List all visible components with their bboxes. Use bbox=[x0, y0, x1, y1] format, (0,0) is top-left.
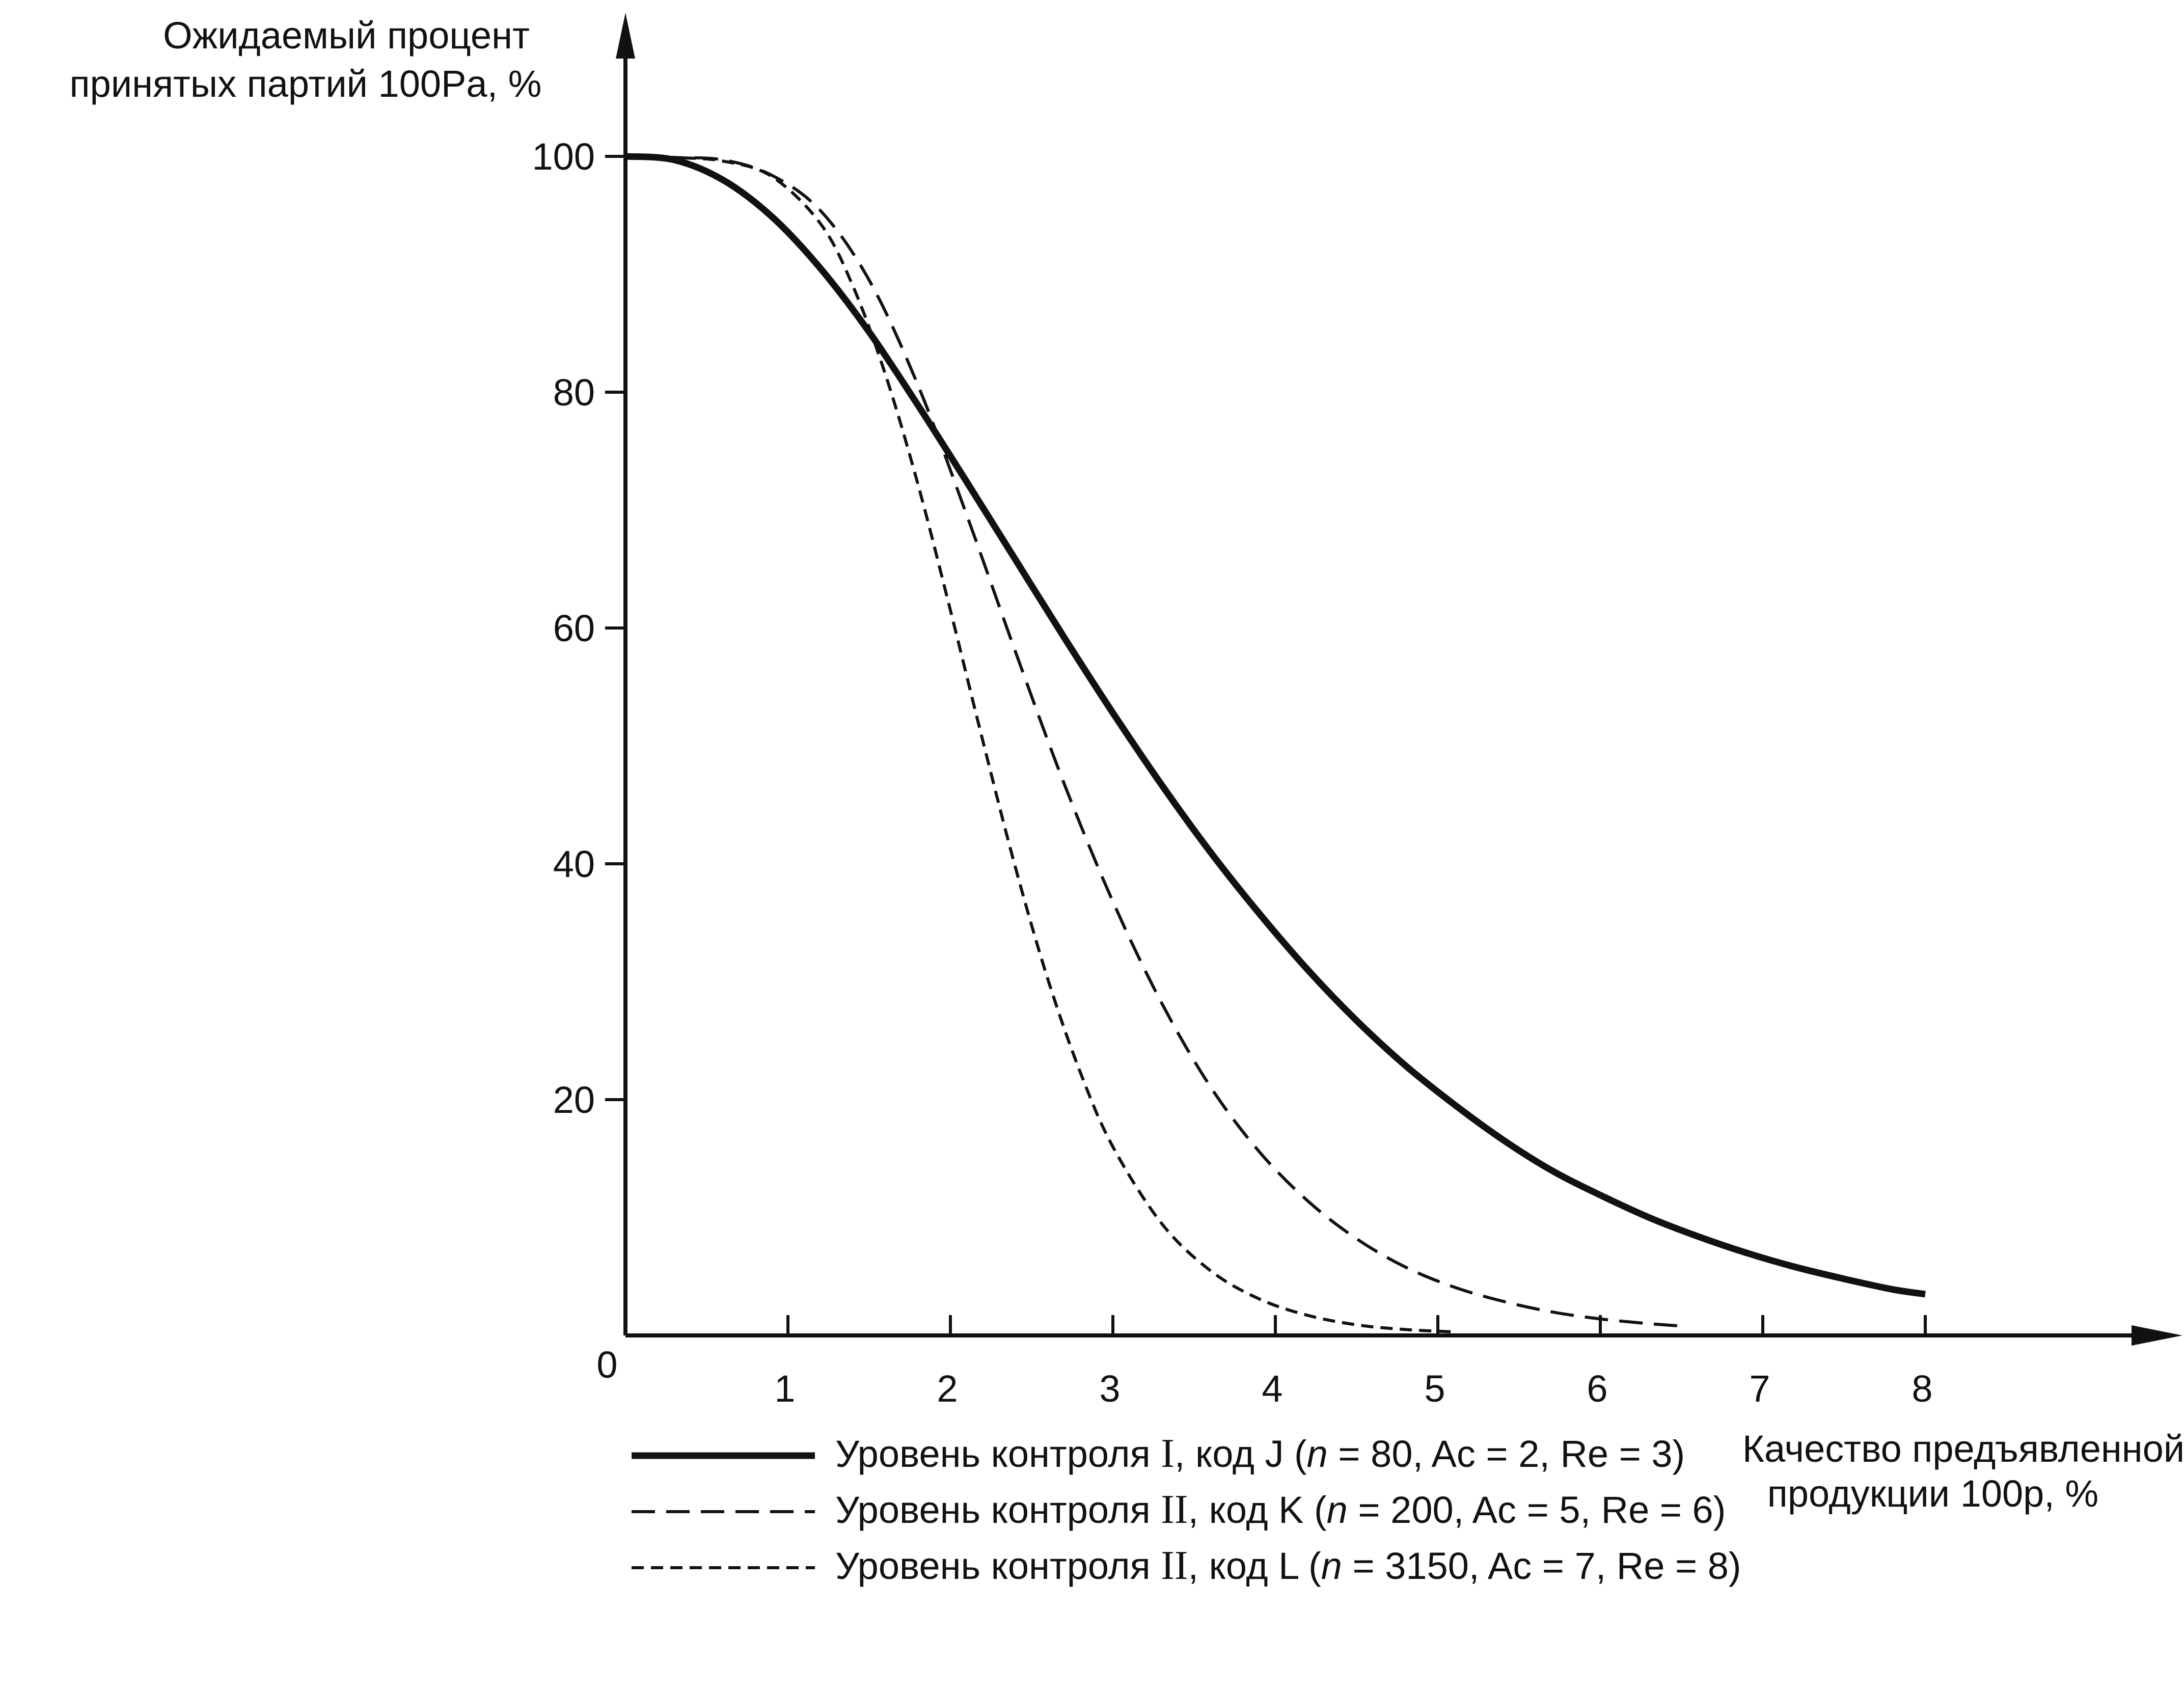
legend-label: Уровень контроля II, код K (n = 200, Ac … bbox=[835, 1487, 1726, 1532]
legend-label-part: , код bbox=[1188, 1489, 1279, 1531]
legend-label-part: = 80, Ac = 2, Re = 3) bbox=[1328, 1433, 1685, 1475]
x-axis-arrow bbox=[2132, 1325, 2182, 1346]
legend-label-part: , код bbox=[1188, 1545, 1279, 1587]
legend-label-part: = 3150, Ac = 7, Re = 8) bbox=[1342, 1545, 1741, 1587]
x-tick-label: 5 bbox=[1424, 1368, 1445, 1410]
x-axis-label-line2: продукции 100p, % bbox=[1767, 1472, 2098, 1515]
y-axis-label-line2: принятых партий 100Pa, % bbox=[70, 63, 542, 105]
series-k-line bbox=[625, 155, 1682, 1328]
x-axis-label-line1: Качество предъявленной bbox=[1742, 1428, 2184, 1470]
y-axis-arrow bbox=[616, 13, 635, 59]
legend-label-part: n bbox=[1327, 1489, 1348, 1531]
legend-label-part: II bbox=[1161, 1543, 1188, 1588]
legend-label-part: , код bbox=[1175, 1433, 1265, 1475]
legend-label-part: I bbox=[1161, 1431, 1175, 1476]
series-group bbox=[625, 153, 1926, 1334]
y-tick-label: 100 bbox=[532, 135, 595, 178]
y-ticks: 20 40 60 80 100 bbox=[532, 135, 625, 1121]
y-tick-label: 20 bbox=[553, 1079, 595, 1121]
legend-label-part: Уровень контроля bbox=[835, 1489, 1161, 1531]
legend-label-part: ( bbox=[1284, 1433, 1307, 1475]
legend: Уровень контроля I, код J (n = 80, Ac = … bbox=[632, 1431, 1741, 1588]
x-tick-label: 1 bbox=[774, 1368, 795, 1410]
legend-label-part: n bbox=[1307, 1433, 1328, 1475]
legend-label-part: J bbox=[1265, 1433, 1284, 1475]
series-j-line bbox=[625, 153, 1926, 1298]
legend-label-part: K bbox=[1278, 1489, 1303, 1531]
x-tick-label: 3 bbox=[1099, 1368, 1120, 1410]
x-tick-label: 6 bbox=[1587, 1368, 1607, 1410]
x-tick-label: 2 bbox=[937, 1368, 958, 1410]
legend-label-part: ( bbox=[1303, 1489, 1327, 1531]
legend-label: Уровень контроля II, код L (n = 3150, Ac… bbox=[835, 1543, 1741, 1588]
x-tick-label: 4 bbox=[1262, 1368, 1282, 1410]
legend-label-part: Уровень контроля bbox=[835, 1545, 1161, 1587]
y-tick-label: 60 bbox=[553, 607, 595, 649]
legend-label-part: Уровень контроля bbox=[835, 1433, 1161, 1475]
series-l-line bbox=[625, 155, 1455, 1334]
legend-label-part: L bbox=[1278, 1545, 1298, 1587]
legend-label-part: ( bbox=[1298, 1545, 1322, 1587]
legend-label: Уровень контроля I, код J (n = 80, Ac = … bbox=[835, 1431, 1685, 1476]
y-axis-label-line1: Ожидаемый процент bbox=[163, 14, 530, 57]
legend-label-part: = 200, Ac = 5, Re = 6) bbox=[1348, 1489, 1726, 1531]
legend-label-part: II bbox=[1161, 1487, 1188, 1532]
x-ticks: 1 2 3 4 5 6 7 8 bbox=[774, 1315, 1933, 1410]
x-tick-label: 8 bbox=[1912, 1368, 1932, 1410]
origin-label: 0 bbox=[596, 1344, 617, 1386]
y-tick-label: 40 bbox=[553, 843, 595, 885]
legend-label-part: n bbox=[1321, 1545, 1342, 1587]
y-tick-label: 80 bbox=[553, 371, 595, 414]
x-tick-label: 7 bbox=[1749, 1368, 1770, 1410]
